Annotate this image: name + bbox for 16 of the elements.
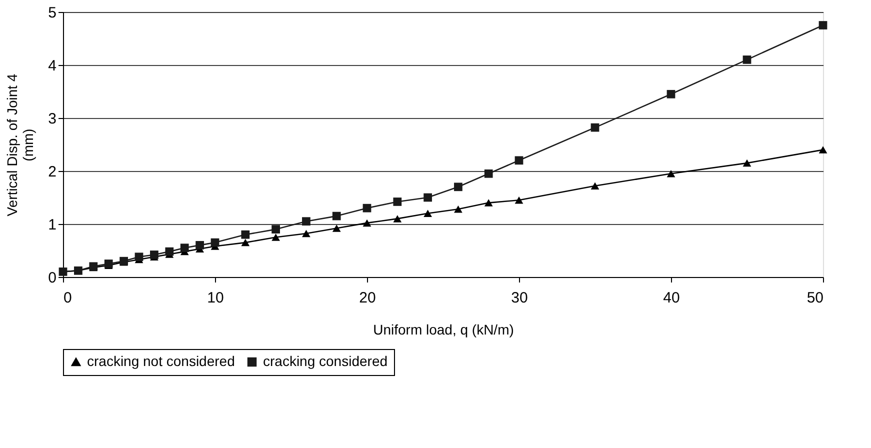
x-tick-label: 20 [359,290,376,306]
y-tick-label: 3 [48,110,56,128]
y-tick-label: 2 [48,164,56,180]
x-axis-title: Uniform load, q (kN/m) [373,322,514,338]
y-tick-label: 0 [48,270,56,286]
x-tick-label: 30 [511,290,528,306]
x-tick-label: 0 [64,290,72,306]
y-tick-label: 4 [48,58,56,74]
y-axis-title: Vertical Disp. of Joint 4 (mm) [4,74,36,216]
y-tick-label: 5 [48,4,56,22]
y-tick-label: 1 [48,216,56,234]
x-tick-label: 40 [663,290,680,306]
x-tick-label: 10 [207,290,224,306]
legend-label: cracking considered [263,353,388,369]
x-tick-label: 50 [806,290,824,306]
legend-label: cracking not considered [87,353,235,369]
